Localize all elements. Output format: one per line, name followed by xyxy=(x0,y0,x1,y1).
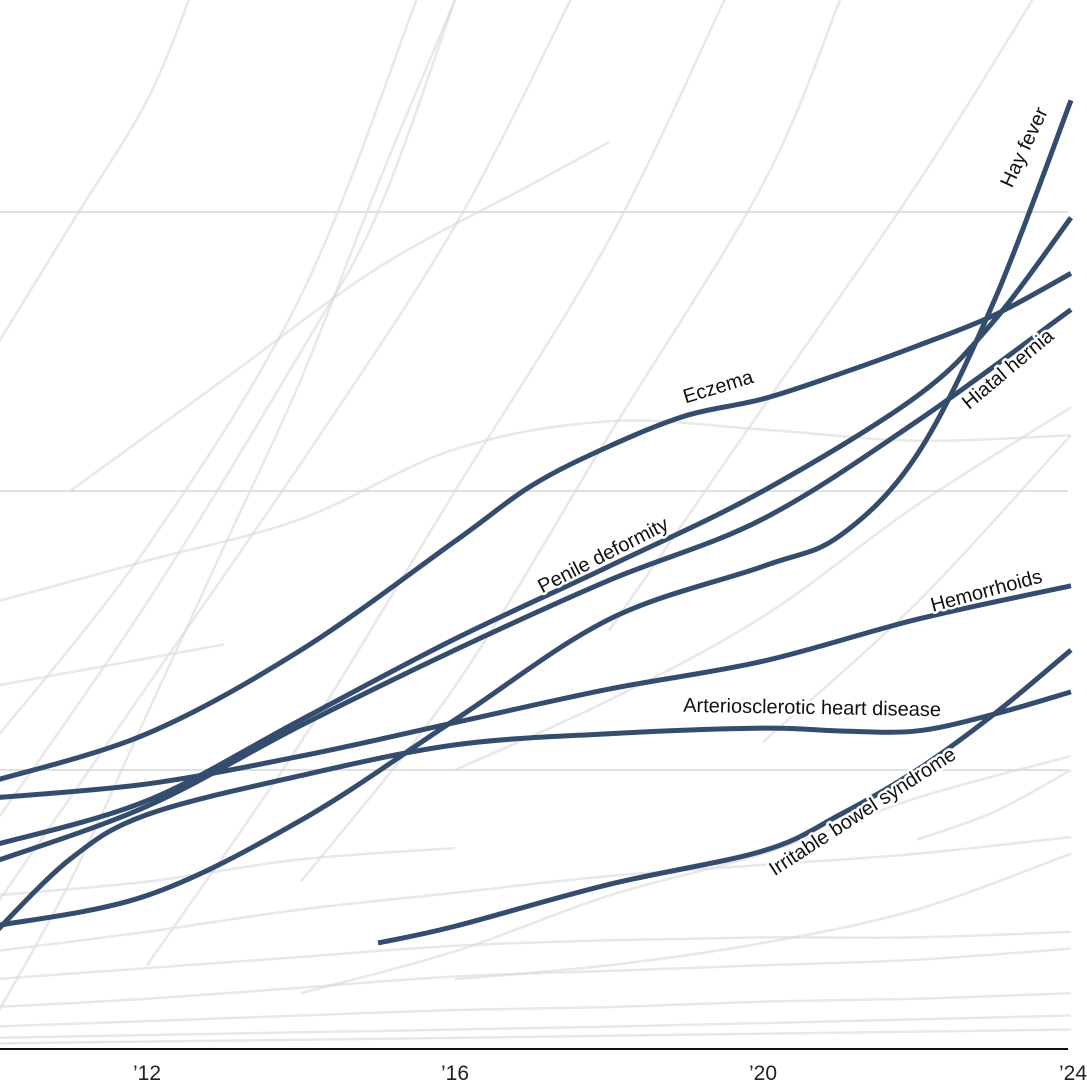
x-tick-label: ’16 xyxy=(441,1062,469,1085)
background-series-line xyxy=(916,768,1072,841)
background-series-line xyxy=(0,991,1072,1028)
series-line-penile-deformity xyxy=(0,216,1074,846)
background-series-line xyxy=(762,434,1072,744)
background-series-line xyxy=(0,0,418,736)
background-series-line xyxy=(454,406,1072,772)
background-series-line xyxy=(0,0,457,1012)
background-series-line xyxy=(145,0,726,967)
background-series-line xyxy=(0,1014,1072,1039)
x-tick-label: ’24 xyxy=(1059,1062,1087,1085)
series-label: Irritable bowel syndrome xyxy=(765,743,960,880)
background-series-line xyxy=(0,835,1072,952)
background-series-line xyxy=(0,930,1072,980)
series-line-arteriosclerotic-heart-disease xyxy=(0,689,1072,932)
background-series-line xyxy=(300,0,842,883)
background-series-line xyxy=(69,141,610,493)
background-series-line xyxy=(0,846,456,897)
series-line-eczema xyxy=(0,271,1073,782)
background-series-line xyxy=(0,0,191,343)
series-line-hiatal-hernia xyxy=(0,307,1073,863)
background-series-line xyxy=(300,754,1072,995)
background-series-line xyxy=(454,852,1072,981)
series-line-irritable-bowel-syndrome xyxy=(377,648,1073,946)
background-series xyxy=(0,0,1072,1045)
background-series-line xyxy=(0,0,457,818)
background-series-line xyxy=(0,0,572,902)
series-label: Hiatal hernia xyxy=(958,324,1059,414)
x-axis-ticks: ’12 ’16 ’20 ’24 xyxy=(133,1062,1087,1085)
series-label: Arteriosclerotic heart disease xyxy=(683,695,941,721)
background-series-line xyxy=(0,1028,1072,1045)
series-line-hemorrhoids xyxy=(0,583,1072,800)
x-tick-label: ’12 xyxy=(133,1062,161,1085)
series-line-hay-fever xyxy=(0,99,1074,928)
background-series-line xyxy=(0,419,1072,602)
x-tick-label: ’20 xyxy=(749,1062,777,1085)
background-series-line xyxy=(0,643,225,687)
highlighted-series xyxy=(0,99,1074,946)
